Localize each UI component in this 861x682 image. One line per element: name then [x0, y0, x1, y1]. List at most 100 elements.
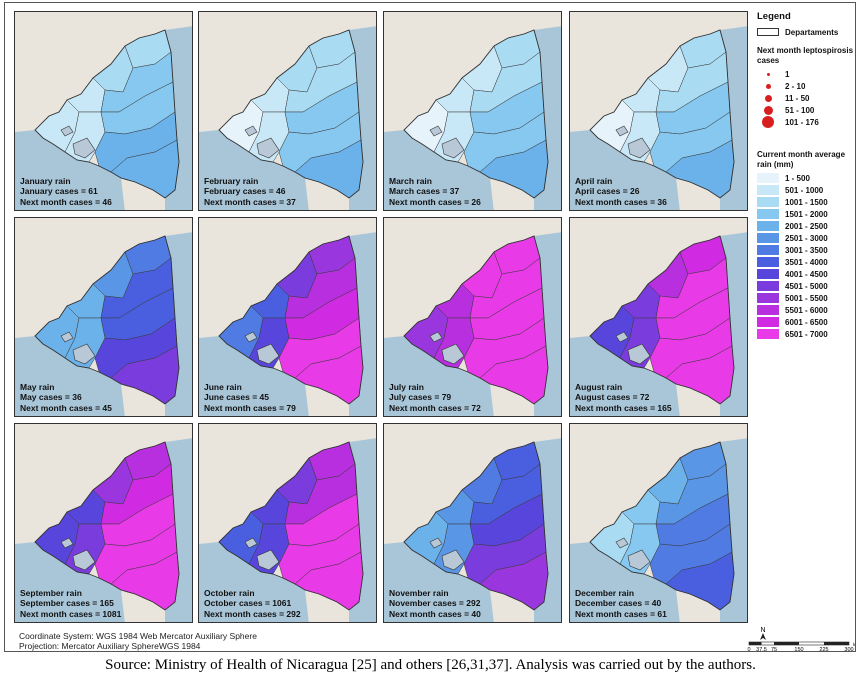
panel-title: May rain [20, 381, 55, 392]
rain-class-row: 1 - 500 [757, 172, 855, 184]
rain-class-row: 4501 - 5000 [757, 280, 855, 292]
panel-cases: December cases = 40 [575, 598, 662, 608]
scale-seg [749, 642, 762, 645]
panel-next-cases: Next month cases = 37 [204, 196, 296, 207]
panel-title: August rain [575, 381, 623, 392]
panel-next-cases: Next month cases = 165 [575, 402, 672, 413]
pacific-ocean [570, 336, 680, 416]
lake-nicaragua [72, 343, 96, 365]
map-svg [384, 218, 561, 416]
rain-swatch [757, 293, 779, 303]
case-class-label: 2 - 10 [785, 81, 806, 91]
case-dot-symbol [757, 116, 779, 128]
rain-swatch [757, 269, 779, 279]
scale-label: 300 [844, 647, 853, 651]
rain-legend: 1 - 500 501 - 1000 1001 - 1500 1501 - 2000 2… [757, 172, 855, 340]
rain-class-label: 1001 - 1500 [785, 197, 828, 207]
rain-swatch [757, 173, 779, 183]
rain-class-label: 4501 - 5000 [785, 281, 828, 291]
panel-cases: July cases = 79 [389, 392, 452, 402]
country-outline [218, 441, 364, 611]
rain-class-row: 6501 - 7000 [757, 328, 855, 340]
map-info: Coordinate System: WGS 1984 Web Mercator… [19, 631, 257, 651]
case-class-label: 11 - 50 [785, 93, 810, 103]
map-panel-7: July rain July cases = 79 Next month cases… [383, 217, 562, 417]
case-dot-icon [763, 105, 773, 115]
case-class-row: 1 [757, 68, 855, 80]
rain-swatch [757, 305, 779, 315]
lake-managua [60, 537, 74, 549]
map-panel-2: February rain February cases = 46 Next mon… [198, 11, 377, 211]
map-svg [199, 12, 376, 210]
case-class-label: 51 - 100 [785, 105, 815, 115]
case-class-label: 101 - 176 [785, 117, 819, 127]
panel-title: October rain [204, 587, 255, 598]
rain-class-label: 1 - 500 [785, 173, 810, 183]
case-dot-icon [765, 83, 771, 89]
panel-next-cases: Next month cases = 36 [575, 196, 667, 207]
panel-caption: April rain April cases = 26 Next month cas… [575, 176, 667, 208]
scale-label: 225 [819, 647, 828, 651]
panel-title: June rain [204, 381, 242, 392]
panel-caption: July rain July cases = 79 Next month cases… [389, 382, 481, 414]
panel-next-cases: Next month cases = 1081 [20, 608, 122, 619]
map-panel-8: August rain August cases = 72 Next month c… [569, 217, 748, 417]
map-panel-5: May rain May cases = 36 Next month cases =… [14, 217, 193, 417]
panel-next-cases: Next month cases = 46 [20, 196, 112, 207]
case-dot-symbol [757, 68, 779, 80]
panel-title: April rain [575, 175, 613, 186]
rain-class-label: 2501 - 3000 [785, 233, 828, 243]
country-outline [589, 441, 735, 611]
panel-next-cases: Next month cases = 292 [204, 608, 301, 619]
north-label: N [760, 627, 765, 634]
panel-title: July rain [389, 381, 424, 392]
panel-next-cases: Next month cases = 45 [20, 402, 112, 413]
rain-class-label: 3501 - 4000 [785, 257, 828, 267]
map-panel-4: April rain April cases = 26 Next month cas… [569, 11, 748, 211]
rain-class-row: 4001 - 4500 [757, 268, 855, 280]
panel-cases: March cases = 37 [389, 186, 460, 196]
country-outline [218, 29, 364, 199]
panel-next-cases: Next month cases = 72 [389, 402, 481, 413]
rain-swatch [757, 281, 779, 291]
caribbean-sea [165, 26, 192, 210]
north-arrow-icon [760, 633, 766, 640]
country-outline [218, 235, 364, 405]
pacific-ocean [15, 130, 125, 210]
pacific-ocean [199, 336, 309, 416]
panel-caption: June rain June cases = 45 Next month cases… [204, 382, 296, 414]
map-panel-11: November rain November cases = 292 Next mo… [383, 423, 562, 623]
panel-caption: September rain September cases = 165 Next … [20, 588, 121, 620]
pacific-ocean [384, 542, 494, 622]
rain-class-row: 1001 - 1500 [757, 196, 855, 208]
case-class-row: 11 - 50 [757, 92, 855, 104]
rain-class-label: 5501 - 6000 [785, 305, 828, 315]
pacific-ocean [570, 130, 680, 210]
caribbean-sea [534, 232, 561, 416]
country-outline [34, 441, 180, 611]
map-svg [384, 12, 561, 210]
caribbean-sea [349, 438, 376, 622]
rain-swatch [757, 209, 779, 219]
rain-class-row: 3001 - 3500 [757, 244, 855, 256]
lake-managua [429, 125, 443, 137]
rain-class-row: 3501 - 4000 [757, 256, 855, 268]
case-dot-icon [762, 116, 774, 128]
panel-cases: May cases = 36 [20, 392, 82, 402]
panel-title: September rain [20, 587, 82, 598]
panel-caption: August rain August cases = 72 Next month c… [575, 382, 672, 414]
panel-cases: August cases = 72 [575, 392, 650, 402]
rain-swatch [757, 329, 779, 339]
lake-nicaragua [627, 549, 651, 571]
map-panel-12: December rain December cases = 40 Next mon… [569, 423, 748, 623]
panel-caption: May rain May cases = 36 Next month cases =… [20, 382, 112, 414]
country-outline [589, 235, 735, 405]
panel-cases: April cases = 26 [575, 186, 640, 196]
pacific-ocean [570, 542, 680, 622]
panel-cases: September cases = 165 [20, 598, 114, 608]
country-outline [403, 235, 549, 405]
rain-swatch [757, 221, 779, 231]
rain-class-row: 1501 - 2000 [757, 208, 855, 220]
case-class-row: 101 - 176 [757, 116, 855, 128]
pacific-ocean [199, 542, 309, 622]
